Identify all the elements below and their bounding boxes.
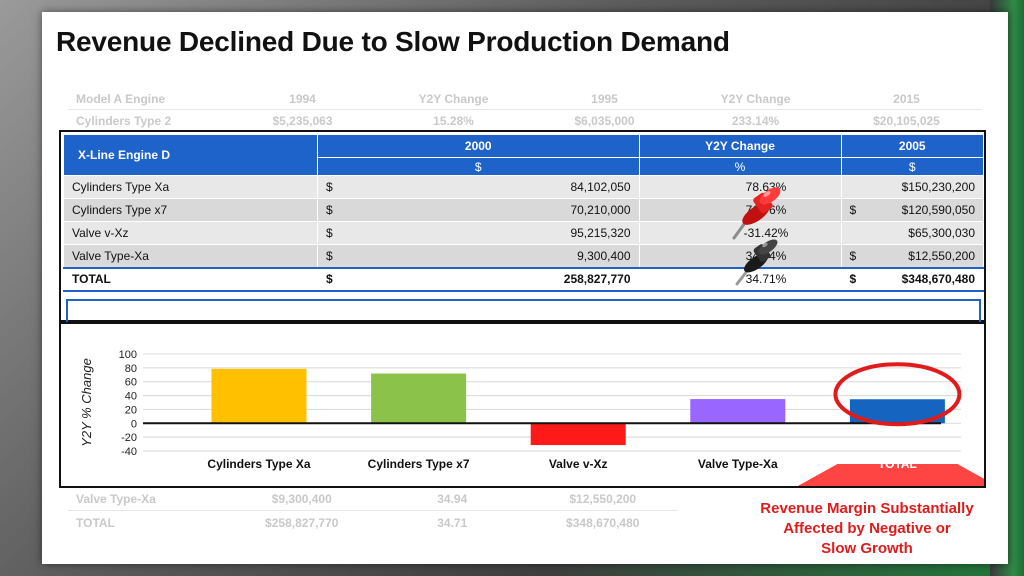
bar bbox=[530, 423, 626, 446]
ghost-cell: 2015 bbox=[893, 91, 920, 106]
unit-header-y2y: % bbox=[638, 157, 842, 176]
engine-table: X-Line Engine D 2000 Y2Y Change 2005 $ %… bbox=[63, 134, 985, 292]
ghost-cell: $12,550,200 bbox=[569, 491, 637, 506]
ghost-cell: Cylinders Type 2 bbox=[76, 113, 172, 128]
currency-symbol: $ bbox=[316, 198, 341, 222]
currency-symbol: $ bbox=[316, 266, 341, 292]
x-tick-label: Cylinders Type x7 bbox=[368, 457, 470, 471]
value-2000: 9,300,400 bbox=[340, 244, 640, 268]
ghost-cell: $5,235,063 bbox=[272, 113, 333, 128]
corner-header: X-Line Engine D bbox=[63, 134, 318, 176]
value-2000: 84,102,050 bbox=[340, 175, 640, 199]
y-tick-label: -40 bbox=[121, 446, 137, 458]
total-2000: 258,827,770 bbox=[340, 266, 640, 292]
table-row: Cylinders Type x7 $ 70,210,000 71.76% $ … bbox=[63, 198, 985, 222]
ghost-row: Valve Type-Xa $9,300,400 34.94 $12,550,2… bbox=[68, 486, 678, 510]
y-tick-label: 0 bbox=[131, 418, 137, 430]
ghost-table: Model A Engine 1994 Y2Y Change 1995 Y2Y … bbox=[68, 88, 982, 132]
currency-symbol bbox=[840, 221, 865, 245]
total-row-outline bbox=[66, 299, 981, 324]
table-row: Valve Type-Xa $ 9,300,400 34.94% $ $12,5… bbox=[63, 244, 985, 268]
slide: Revenue Declined Due to Slow Production … bbox=[42, 12, 1008, 564]
x-tick-label: Valve Type-Xa bbox=[698, 457, 778, 471]
currency-symbol: $ bbox=[840, 266, 865, 292]
y-tick-label: -20 bbox=[121, 432, 137, 444]
x-tick-label: Valve v-Xz bbox=[549, 457, 608, 471]
col-header-2000: 2000 bbox=[317, 134, 640, 158]
ghost-cell: TOTAL bbox=[76, 515, 115, 530]
ghost-cell: $9,300,400 bbox=[271, 491, 332, 506]
value-2005: $65,300,030 bbox=[864, 221, 985, 245]
currency-symbol bbox=[840, 175, 865, 199]
ghost-cell: Y2Y Change bbox=[418, 91, 489, 106]
ghost-table-bottom: Valve Type-Xa $9,300,400 34.94 $12,550,2… bbox=[68, 486, 678, 534]
bar bbox=[690, 399, 786, 424]
red-pushpin-icon bbox=[732, 187, 781, 240]
total-label: TOTAL bbox=[63, 266, 318, 292]
row-name: Valve Type-Xa bbox=[63, 244, 318, 268]
currency-symbol: $ bbox=[316, 221, 341, 245]
row-name: Valve v-Xz bbox=[63, 221, 318, 245]
ghost-cell: 233.14% bbox=[731, 113, 780, 128]
y-tick-label: 80 bbox=[125, 363, 137, 375]
total-2005: $348,670,480 bbox=[864, 266, 985, 292]
y-tick-label: 100 bbox=[119, 349, 137, 361]
y-tick-label: 40 bbox=[125, 391, 137, 403]
y-axis-label: Y2Y % Change bbox=[79, 358, 94, 447]
currency-symbol: $ bbox=[316, 175, 341, 199]
ghost-cell: 34.71 bbox=[437, 515, 468, 530]
callout-line: Revenue Margin Substantially bbox=[760, 500, 974, 517]
currency-symbol: $ bbox=[840, 198, 865, 222]
callout-line: Affected by Negative or bbox=[783, 520, 951, 537]
callout-text: Revenue Margin Substantially Affected by… bbox=[732, 499, 1002, 559]
currency-symbol: $ bbox=[840, 244, 865, 268]
bar bbox=[371, 373, 467, 424]
y-tick-label: 20 bbox=[125, 404, 137, 416]
ghost-cell: $348,670,480 bbox=[566, 515, 640, 530]
col-header-2005: 2005 bbox=[840, 134, 984, 158]
ghost-cell: 1995 bbox=[591, 91, 618, 106]
ghost-header-row: Model A Engine 1994 Y2Y Change 1995 Y2Y … bbox=[68, 88, 982, 110]
black-pushpin-icon bbox=[735, 239, 778, 286]
ghost-cell: Y2Y Change bbox=[720, 91, 791, 106]
row-name: Cylinders Type x7 bbox=[63, 198, 318, 222]
value-2005: $150,230,200 bbox=[864, 175, 985, 199]
highlight-projection bbox=[797, 464, 984, 486]
value-2000: 95,215,320 bbox=[340, 221, 640, 245]
value-y2y: 34.94% bbox=[638, 244, 842, 268]
ghost-cell: Model A Engine bbox=[76, 91, 166, 106]
ghost-cell: 34.94 bbox=[437, 491, 468, 506]
currency-symbol: $ bbox=[316, 244, 341, 268]
value-2000: 70,210,000 bbox=[340, 198, 640, 222]
callout-line: Slow Growth bbox=[821, 540, 913, 557]
ghost-cell: $258,827,770 bbox=[265, 515, 339, 530]
chart-panel: 100 80 60 40 20 0 -20 -40 Y2Y % Change Cylinders … bbox=[59, 322, 986, 488]
ghost-cell: Valve Type-Xa bbox=[76, 491, 156, 506]
highlight-circle bbox=[833, 362, 962, 427]
y-tick-label: 60 bbox=[125, 377, 137, 389]
col-header-y2y: Y2Y Change bbox=[638, 134, 842, 158]
ghost-row: Cylinders Type 2 $5,235,063 15.28% $6,03… bbox=[68, 110, 982, 132]
table-row: Cylinders Type Xa $ 84,102,050 78.63% $1… bbox=[63, 175, 985, 199]
slide-title: Revenue Declined Due to Slow Production … bbox=[56, 26, 730, 57]
unit-header-2005: $ bbox=[840, 157, 984, 176]
x-tick-label: TOTAL bbox=[878, 457, 917, 471]
table-row: Valve v-Xz $ 95,215,320 -31.42% $65,300,… bbox=[63, 221, 985, 245]
ghost-cell: 15.28% bbox=[433, 113, 474, 128]
unit-header-2000: $ bbox=[317, 157, 640, 176]
x-tick-label: Cylinders Type Xa bbox=[207, 457, 310, 471]
ghost-cell: 1994 bbox=[289, 91, 316, 106]
row-name: Cylinders Type Xa bbox=[63, 175, 318, 199]
value-2005: $120,590,050 bbox=[864, 198, 985, 222]
ghost-cell: $6,035,000 bbox=[574, 113, 635, 128]
value-2005: $12,550,200 bbox=[864, 244, 985, 268]
value-y2y: -31.42% bbox=[638, 221, 842, 245]
ghost-cell: $20,105,025 bbox=[873, 113, 940, 128]
bar bbox=[211, 368, 307, 424]
engine-table-panel: X-Line Engine D 2000 Y2Y Change 2005 $ %… bbox=[59, 130, 986, 324]
total-row: TOTAL $ 258,827,770 34.71% $ $348,670,48… bbox=[63, 266, 985, 292]
ghost-row: TOTAL $258,827,770 34.71 $348,670,480 bbox=[68, 510, 678, 534]
